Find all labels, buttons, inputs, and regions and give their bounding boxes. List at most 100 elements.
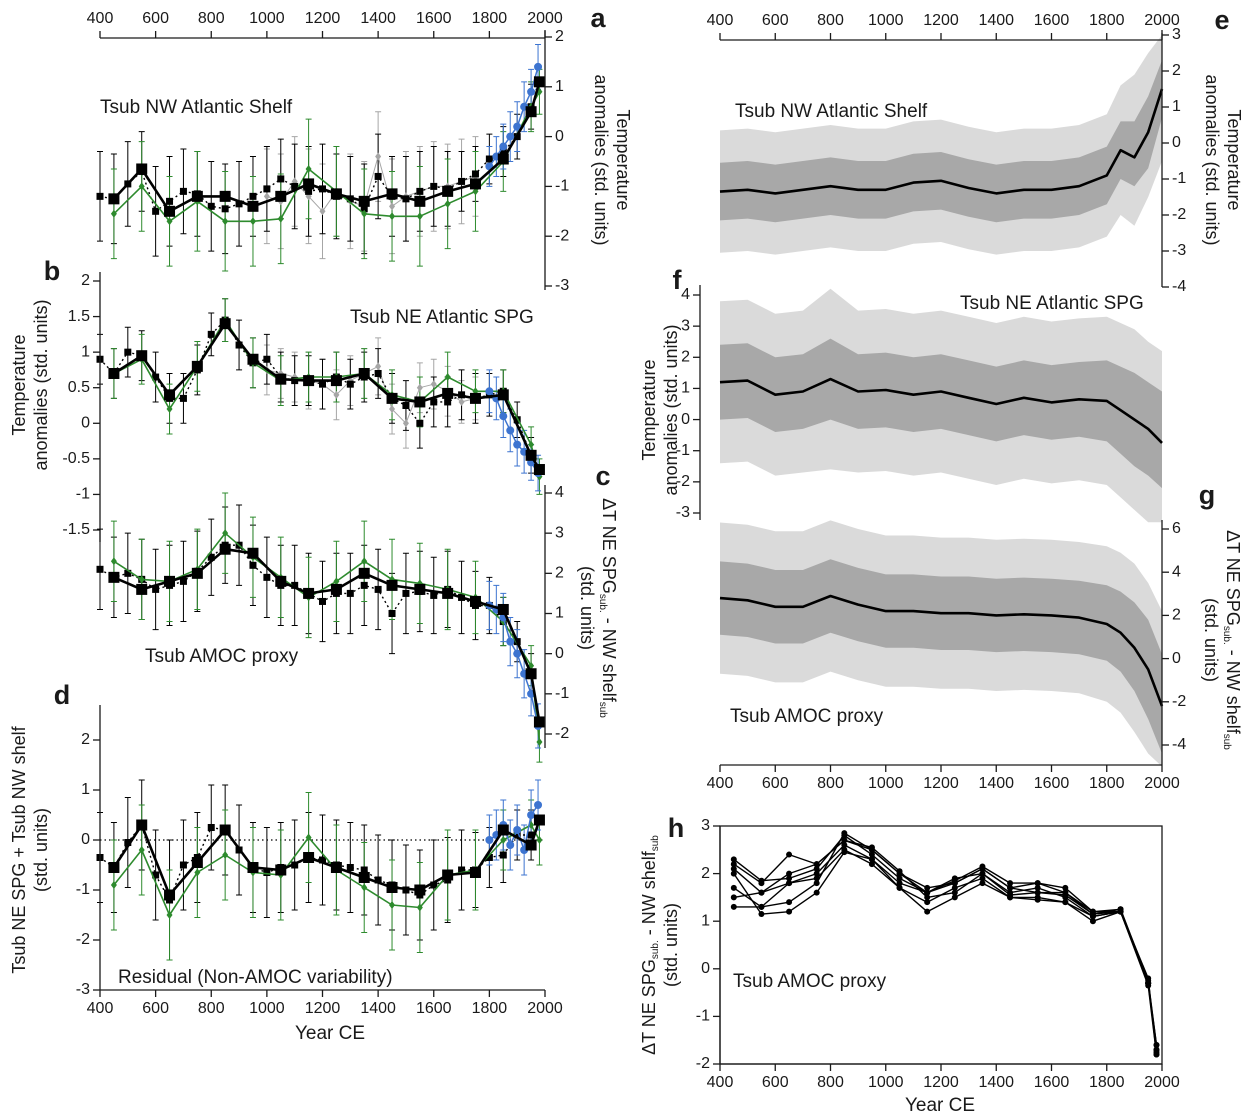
y-tick-label: 4 [555, 484, 564, 501]
marker [841, 842, 848, 849]
y-axis-label: (std. units) [577, 566, 597, 650]
x-axis-label: Year CE [295, 1023, 365, 1044]
marker [319, 380, 326, 388]
y-tick-label: -4 [1172, 736, 1186, 753]
marker [164, 205, 176, 217]
marker [458, 177, 466, 185]
marker [152, 207, 160, 215]
marker [375, 152, 382, 161]
marker [430, 881, 438, 889]
marker [1007, 892, 1014, 899]
y-tick-label: -2 [1172, 206, 1186, 223]
marker [896, 868, 903, 875]
marker [896, 884, 903, 891]
marker [108, 193, 120, 205]
marker [374, 369, 382, 377]
annotation: Tsub NW Atlantic Shelf [100, 97, 293, 118]
marker [1034, 884, 1041, 891]
marker [924, 889, 931, 896]
marker [360, 581, 368, 589]
panel: 2 1 0 -1 -2 -3 400 600 800 1000 1200 1400 1600 1800 20… [9, 680, 563, 1044]
marker [485, 836, 494, 844]
marker [1007, 884, 1014, 891]
x-tick-label: 1800 [1089, 775, 1125, 792]
marker [402, 402, 410, 409]
marker [303, 178, 315, 190]
marker [499, 851, 507, 859]
marker [166, 197, 174, 205]
marker [730, 856, 737, 863]
marker [207, 824, 215, 831]
panel: 2 1 0 -1 -2 -3 400 600 800 1000 1200 1400 1600 1800 20… [87, 3, 634, 294]
marker [458, 866, 466, 874]
marker [469, 392, 481, 404]
y-axis-label: ΔT NE SPGsub. - NW shelfsub [597, 498, 619, 718]
x-tick-label: 600 [142, 10, 169, 27]
marker [896, 875, 903, 882]
label-part: (std. units) [1201, 598, 1221, 682]
marker [166, 911, 173, 919]
marker [191, 567, 203, 579]
marker [263, 185, 271, 193]
marker [386, 188, 398, 200]
marker [136, 583, 148, 595]
marker [868, 861, 875, 868]
marker [275, 575, 287, 587]
marker [375, 362, 382, 371]
series-line [733, 834, 1158, 1046]
marker [247, 200, 259, 212]
marker [485, 155, 493, 163]
marker [179, 861, 187, 869]
marker [179, 577, 187, 585]
marker [979, 870, 986, 877]
panel-letter: g [1199, 480, 1216, 510]
y-axis-label: anomalies (std. units) [591, 74, 611, 245]
marker [951, 894, 958, 901]
marker [358, 195, 370, 207]
marker [513, 122, 522, 131]
marker [896, 880, 903, 887]
marker [758, 903, 765, 910]
marker [346, 864, 354, 871]
marker [841, 849, 848, 856]
label-part: (std. units) [31, 808, 51, 892]
marker [219, 190, 231, 202]
marker [389, 202, 396, 211]
x-tick-label: 2000 [1144, 12, 1180, 29]
y-tick-label: 0 [681, 411, 690, 428]
annotation: Tsub NE Atlantic SPG [960, 293, 1144, 314]
marker [786, 870, 793, 877]
marker [430, 398, 438, 406]
y-tick-label: 1 [1172, 98, 1181, 115]
label-part: Tsub NE SPG + Tsub NW shelf [9, 725, 29, 973]
y-tick-label: -1 [76, 881, 90, 898]
x-tick-label: 800 [198, 1000, 225, 1017]
annotation: Tsub AMOC proxy [733, 971, 887, 992]
marker [164, 389, 176, 401]
label-part: (std. units) [661, 903, 681, 987]
marker [951, 877, 958, 884]
marker [138, 575, 145, 584]
marker [374, 876, 382, 884]
series-line [99, 824, 532, 901]
panel: 4 3 2 1 0 -1 -2 -3 f Tsub NE Atlantic SPG Temperat… [639, 265, 1163, 523]
panel: 3 2 1 0 -1 -2 400 600 800 1000 1200 1400 1600 1800 200… [639, 813, 1180, 1116]
marker [219, 318, 231, 330]
marker [430, 182, 438, 190]
marker [730, 861, 737, 868]
marker [500, 836, 507, 844]
marker [525, 106, 537, 118]
panel-letter: b [44, 256, 61, 286]
marker [1062, 892, 1069, 899]
x-tick-label: 1000 [868, 12, 904, 29]
label-part: anomalies (std. units) [661, 324, 681, 495]
annotation: Tsub AMOC proxy [145, 646, 299, 667]
marker [416, 187, 424, 195]
x-tick-label: 1200 [305, 10, 341, 27]
marker [333, 577, 340, 586]
marker [444, 199, 451, 208]
marker [1089, 918, 1096, 925]
marker [506, 637, 515, 646]
marker [319, 207, 326, 216]
label-part: Temperature [1224, 109, 1244, 210]
